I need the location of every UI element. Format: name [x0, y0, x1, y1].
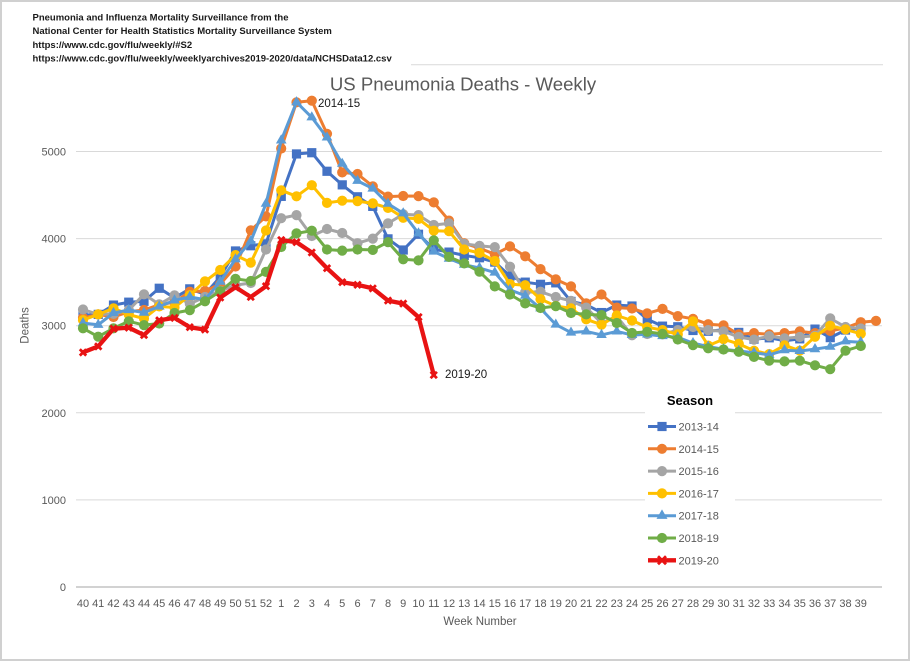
svg-text:19: 19 — [550, 598, 562, 610]
svg-text:9: 9 — [400, 598, 406, 610]
svg-text:https://www.cdc.gov/flu/weekly: https://www.cdc.gov/flu/weekly/weeklyarc… — [33, 54, 393, 65]
svg-text:38: 38 — [839, 598, 851, 610]
svg-text:50: 50 — [229, 598, 241, 610]
svg-text:26: 26 — [656, 598, 668, 610]
svg-text:2016-17: 2016-17 — [679, 488, 719, 500]
svg-text:41: 41 — [92, 598, 104, 610]
svg-text:37: 37 — [824, 598, 836, 610]
svg-text:22: 22 — [595, 598, 607, 610]
svg-text:45: 45 — [153, 598, 165, 610]
svg-text:49: 49 — [214, 598, 226, 610]
svg-text:3000: 3000 — [42, 321, 66, 333]
svg-text:36: 36 — [809, 598, 821, 610]
svg-text:0: 0 — [60, 582, 66, 594]
svg-text:7: 7 — [370, 598, 376, 610]
svg-text:1000: 1000 — [42, 495, 66, 507]
svg-text:14: 14 — [473, 598, 485, 610]
svg-text:39: 39 — [855, 598, 867, 610]
svg-text:43: 43 — [123, 598, 135, 610]
svg-text:Week Number: Week Number — [443, 616, 516, 628]
svg-text:40: 40 — [77, 598, 89, 610]
svg-text:10: 10 — [412, 598, 424, 610]
svg-text:46: 46 — [168, 598, 180, 610]
svg-text:20: 20 — [565, 598, 577, 610]
svg-text:2018-19: 2018-19 — [679, 533, 719, 545]
svg-text:27: 27 — [672, 598, 684, 610]
svg-text:Pneumonia and Influenza Mortal: Pneumonia and Influenza Mortality Survei… — [33, 12, 289, 23]
svg-text:24: 24 — [626, 598, 638, 610]
svg-text:23: 23 — [611, 598, 623, 610]
svg-text:6: 6 — [354, 598, 360, 610]
svg-text:5000: 5000 — [42, 147, 66, 159]
svg-text:12: 12 — [443, 598, 455, 610]
svg-text:2019-20: 2019-20 — [445, 369, 487, 381]
svg-text:2: 2 — [293, 598, 299, 610]
svg-text:4: 4 — [324, 598, 330, 610]
svg-text:42: 42 — [107, 598, 119, 610]
svg-text:National Center for Health Sta: National Center for Health Statistics Mo… — [33, 26, 332, 37]
svg-text:Deaths: Deaths — [20, 307, 32, 344]
svg-text:47: 47 — [184, 598, 196, 610]
svg-text:29: 29 — [702, 598, 714, 610]
svg-text:2017-18: 2017-18 — [679, 511, 719, 523]
svg-text:30: 30 — [717, 598, 729, 610]
svg-text:35: 35 — [794, 598, 806, 610]
svg-text:16: 16 — [504, 598, 516, 610]
svg-text:18: 18 — [534, 598, 546, 610]
svg-text:34: 34 — [778, 598, 790, 610]
svg-text:31: 31 — [733, 598, 745, 610]
svg-text:51: 51 — [245, 598, 257, 610]
svg-text:13: 13 — [458, 598, 470, 610]
svg-text:2000: 2000 — [42, 408, 66, 420]
svg-text:15: 15 — [489, 598, 501, 610]
svg-text:2015-16: 2015-16 — [679, 466, 719, 478]
svg-text:8: 8 — [385, 598, 391, 610]
svg-text:44: 44 — [138, 598, 150, 610]
svg-text:2019-20: 2019-20 — [679, 555, 719, 567]
svg-text:3: 3 — [309, 598, 315, 610]
svg-text:28: 28 — [687, 598, 699, 610]
svg-text:US Pneumonia Deaths - Weekly: US Pneumonia Deaths - Weekly — [330, 74, 597, 95]
svg-text:21: 21 — [580, 598, 592, 610]
svg-text:32: 32 — [748, 598, 760, 610]
svg-text:2013-14: 2013-14 — [679, 422, 719, 434]
svg-text:17: 17 — [519, 598, 531, 610]
svg-text:1: 1 — [278, 598, 284, 610]
svg-text:4000: 4000 — [42, 234, 66, 246]
svg-text:Season: Season — [667, 393, 713, 408]
svg-text:48: 48 — [199, 598, 211, 610]
svg-text:2014-15: 2014-15 — [679, 444, 719, 456]
svg-text:https://www.cdc.gov/flu/weekly: https://www.cdc.gov/flu/weekly/#S2 — [33, 40, 193, 51]
svg-text:2014-15: 2014-15 — [318, 98, 360, 110]
svg-text:11: 11 — [428, 598, 439, 610]
svg-text:52: 52 — [260, 598, 272, 610]
svg-text:5: 5 — [339, 598, 345, 610]
svg-text:25: 25 — [641, 598, 653, 610]
svg-text:33: 33 — [763, 598, 775, 610]
